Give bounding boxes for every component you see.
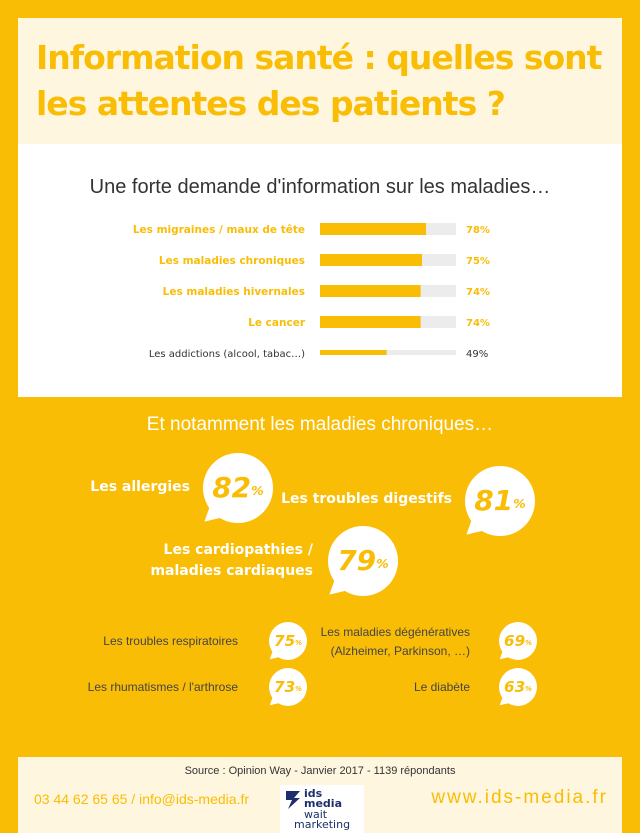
bar: [320, 254, 422, 266]
bubble-value: 82%: [203, 453, 273, 523]
label-cardiopathies: Les cardiopathies / maladies cardiaques: [150, 540, 313, 582]
speech-bubble-icon: [499, 668, 537, 706]
bar-value-label: 78%: [466, 225, 490, 236]
logo-text-wait: wait: [304, 808, 328, 821]
bubble-percent-sign: %: [376, 556, 389, 572]
bubble-number: 82: [212, 471, 252, 504]
bar-track: [320, 350, 456, 355]
bubble-number: 63: [504, 678, 526, 696]
bubble-value: 75%: [269, 622, 307, 660]
bar-category-label: Les maladies chroniques: [159, 255, 305, 267]
label-rhumatismes: Les rhumatismes / l'arthrose: [87, 680, 238, 694]
bar-chart: Les migraines / maux de tête 78% Les malad…: [133, 223, 490, 360]
bubble-cardiopathies: 79%: [328, 526, 398, 596]
bubble-diabete: 63%: [499, 668, 537, 706]
bubble-percent-sign: %: [513, 496, 526, 512]
page-title-line-1: Information santé : quelles sont: [36, 38, 602, 77]
label-troubles-digestifs: Les troubles digestifs: [281, 491, 452, 507]
bubble-percent-sign: %: [295, 684, 302, 693]
bar-value-label: 74%: [466, 318, 490, 329]
chart-title: Une forte demande d'information sur les …: [89, 176, 551, 198]
label-diabete: Le diabète: [413, 680, 470, 694]
bubble-percent-sign: %: [525, 684, 532, 693]
contact-info[interactable]: 03 44 62 65 65 / info@ids-media.fr: [34, 791, 250, 807]
label-degeneratives-line-1: Les maladies dégénératives: [320, 625, 470, 639]
speech-bubble-icon: [269, 668, 307, 706]
bubble-value: 81%: [465, 466, 535, 536]
logo-text-media: media: [304, 797, 342, 810]
bar-value-label: 75%: [466, 256, 490, 267]
label-allergies: Les allergies: [90, 479, 190, 495]
website-link[interactable]: www.ids-media.fr: [431, 787, 608, 808]
bubble-number: 75: [274, 632, 296, 650]
bar: [320, 350, 387, 355]
bubble-number: 73: [274, 678, 296, 696]
bar-value-label: 74%: [466, 287, 490, 298]
logo-background: [280, 785, 364, 833]
label-troubles-respiratoires: Les troubles respiratoires: [103, 634, 238, 648]
bar-category-label: Les maladies hivernales: [163, 286, 305, 298]
bubble-value: 63%: [499, 668, 537, 706]
speech-bubble-icon: [269, 622, 307, 660]
bar: [320, 223, 427, 235]
logo-mark-icon: [286, 791, 300, 809]
logo-text-marketing: marketing: [294, 818, 351, 831]
bubble-maladies-degeneratives: 69%: [499, 622, 537, 660]
ids-media-logo: ids media wait marketing: [280, 785, 364, 833]
speech-bubble-icon: [465, 466, 535, 536]
bubble-number: 79: [337, 544, 377, 577]
label-cardiopathies-line-2: maladies cardiaques: [150, 563, 313, 579]
chart-panel: Une forte demande d'information sur les …: [18, 144, 622, 397]
bubble-value: 79%: [328, 526, 398, 596]
logo-text-ids: ids: [304, 787, 323, 800]
bubble-allergies: 82%: [203, 453, 273, 523]
bubble-percent-sign: %: [525, 638, 532, 647]
speech-bubble-icon: [203, 453, 273, 523]
bar-value-label: 49%: [466, 349, 488, 360]
speech-bubble-icon: [328, 526, 398, 596]
speech-bubble-icon: [499, 622, 537, 660]
chronic-heading: Et notamment les maladies chroniques…: [146, 414, 494, 435]
bar-category-label: Les addictions (alcool, tabac…): [149, 349, 305, 360]
label-cardiopathies-line-1: Les cardiopathies /: [163, 542, 313, 558]
bubble-troubles-digestifs: 81%: [465, 466, 535, 536]
bubble-value: 73%: [269, 668, 307, 706]
label-maladies-degeneratives: Les maladies dégénératives (Alzheimer, P…: [321, 623, 470, 661]
source-text: Source : Opinion Way - Janvier 2017 - 11…: [184, 765, 456, 777]
bubble-number: 81: [474, 484, 514, 517]
bar: [320, 316, 421, 328]
label-degeneratives-line-2: (Alzheimer, Parkinson, …): [330, 644, 470, 658]
bubble-rhumatismes: 73%: [269, 668, 307, 706]
title-panel: Information santé : quelles sont les att…: [18, 18, 622, 144]
footer-panel: Source : Opinion Way - Janvier 2017 - 11…: [18, 757, 622, 833]
bubble-troubles-respiratoires: 75%: [269, 622, 307, 660]
bar-category-label: Les migraines / maux de tête: [133, 224, 305, 236]
page-title-line-2: les attentes des patients ?: [36, 84, 506, 123]
bubble-number: 69: [504, 632, 526, 650]
bubble-percent-sign: %: [295, 638, 302, 647]
bubble-percent-sign: %: [251, 483, 264, 499]
bubble-value: 69%: [499, 622, 537, 660]
bar-category-label: Le cancer: [248, 317, 306, 329]
bar: [320, 285, 421, 297]
